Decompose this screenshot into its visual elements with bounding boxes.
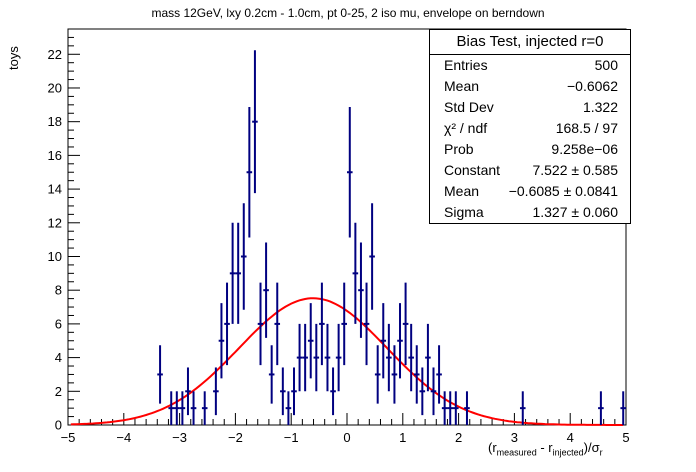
data-point bbox=[240, 203, 247, 310]
data-point bbox=[296, 323, 303, 392]
stats-row: Constant 7.522 ± 0.585 bbox=[444, 162, 618, 178]
data-point bbox=[464, 391, 470, 425]
data-point bbox=[246, 106, 253, 238]
data-point bbox=[419, 367, 426, 416]
data-point bbox=[319, 282, 325, 366]
data-point bbox=[313, 323, 320, 392]
stats-row: Prob 9.258e−06 bbox=[444, 141, 618, 157]
data-point bbox=[157, 345, 163, 404]
x-tick-label: 1 bbox=[399, 430, 406, 445]
x-tick-label: 5 bbox=[622, 430, 629, 445]
data-point bbox=[213, 367, 219, 416]
y-tick-label: 16 bbox=[48, 148, 62, 163]
fit-curve bbox=[70, 297, 624, 426]
data-point bbox=[174, 391, 180, 425]
y-tick-label: 4 bbox=[55, 350, 62, 365]
y-tick-label: 14 bbox=[48, 182, 62, 197]
data-point bbox=[363, 282, 370, 366]
x-tick-label: 2 bbox=[455, 430, 462, 445]
data-point bbox=[430, 367, 437, 416]
data-point bbox=[257, 282, 264, 366]
data-point bbox=[436, 345, 442, 404]
y-tick-label: 18 bbox=[48, 114, 62, 129]
data-point bbox=[307, 303, 314, 379]
data-point bbox=[380, 303, 387, 379]
data-point bbox=[268, 345, 275, 404]
y-tick-label: 20 bbox=[48, 80, 62, 95]
data-point bbox=[391, 345, 398, 404]
data-point bbox=[620, 391, 626, 425]
y-tick-label: 10 bbox=[48, 249, 62, 264]
data-point bbox=[408, 323, 414, 392]
y-tick-label: 22 bbox=[48, 47, 62, 62]
data-point bbox=[185, 367, 191, 416]
y-axis-label: toys bbox=[6, 46, 21, 70]
data-point bbox=[347, 106, 353, 238]
stats-row: Std Dev 1.322 bbox=[444, 99, 618, 115]
x-tick-label: 4 bbox=[567, 430, 574, 445]
stats-row: Mean −0.6085 ± 0.0841 bbox=[444, 183, 618, 199]
data-point bbox=[397, 303, 403, 379]
chart-title: mass 12GeV, lxy 0.2cm - 1.0cm, pt 0-25, … bbox=[151, 6, 545, 20]
data-point bbox=[413, 345, 420, 404]
stats-row: Mean −0.6062 bbox=[444, 78, 618, 94]
y-tick-label: 2 bbox=[55, 384, 62, 399]
data-point bbox=[224, 282, 230, 366]
data-point bbox=[285, 391, 292, 425]
x-tick-label: −4 bbox=[116, 430, 131, 445]
x-tick-label: 0 bbox=[343, 430, 350, 445]
data-point bbox=[252, 50, 258, 194]
stats-row: Entries 500 bbox=[444, 57, 618, 73]
data-point bbox=[324, 323, 331, 392]
y-tick-label: 6 bbox=[55, 316, 62, 331]
x-tick-label: −2 bbox=[228, 430, 243, 445]
y-tick-label: 0 bbox=[55, 418, 62, 433]
data-point bbox=[519, 391, 526, 425]
data-point bbox=[369, 203, 375, 310]
data-point bbox=[425, 323, 431, 392]
data-point bbox=[352, 222, 359, 324]
data-point bbox=[374, 345, 381, 404]
data-point bbox=[291, 367, 297, 416]
data-point bbox=[453, 391, 459, 425]
data-point bbox=[358, 242, 364, 338]
data-point bbox=[218, 303, 225, 379]
stats-row: χ² / ndf 168.5 / 97 bbox=[444, 120, 618, 136]
y-tick-label: 12 bbox=[48, 215, 62, 230]
x-axis-label: (rmeasured - rinjected)/σr bbox=[488, 440, 603, 458]
data-point bbox=[402, 282, 409, 366]
x-tick-label: −3 bbox=[172, 430, 187, 445]
data-point bbox=[302, 323, 308, 392]
data-point bbox=[201, 391, 208, 425]
data-point bbox=[190, 391, 197, 425]
data-point bbox=[341, 282, 347, 366]
x-tick-label: −1 bbox=[284, 430, 299, 445]
data-point bbox=[235, 222, 241, 324]
data-point bbox=[168, 391, 175, 425]
stats-row: Sigma 1.327 ± 0.060 bbox=[444, 204, 618, 220]
data-point bbox=[280, 367, 286, 416]
data-point bbox=[179, 391, 186, 425]
stats-title: Bias Test, injected r=0 bbox=[430, 30, 630, 55]
data-point bbox=[263, 242, 269, 338]
x-tick-label: −5 bbox=[61, 430, 76, 445]
stats-box: Bias Test, injected r=0 Entries 500 Mean −… bbox=[429, 29, 631, 224]
data-point bbox=[229, 222, 236, 324]
data-point bbox=[335, 323, 342, 392]
y-tick-label: 8 bbox=[55, 283, 62, 298]
data-point bbox=[330, 367, 336, 416]
x-tick-label: 3 bbox=[511, 430, 518, 445]
data-point bbox=[598, 391, 604, 425]
data-point bbox=[441, 391, 448, 425]
data-point bbox=[274, 282, 281, 366]
data-point bbox=[386, 323, 392, 392]
data-point bbox=[447, 391, 454, 425]
